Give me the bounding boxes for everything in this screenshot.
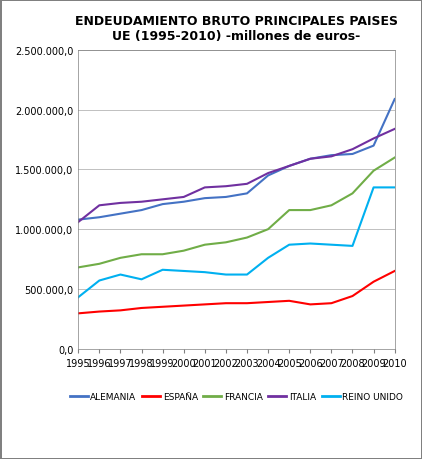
FRANCIA [76, 265, 81, 270]
FRANCIA [223, 240, 228, 246]
ESPAÑA [97, 309, 102, 314]
ITALIA [139, 200, 144, 205]
FRANCIA [329, 203, 334, 208]
REINO UNIDO [392, 185, 397, 191]
Line: FRANCIA: FRANCIA [78, 158, 395, 268]
ITALIA [371, 136, 376, 142]
ITALIA [97, 203, 102, 208]
Line: ESPAÑA: ESPAÑA [78, 271, 395, 313]
ITALIA [160, 197, 165, 203]
ITALIA [308, 157, 313, 162]
Title: ENDEUDAMIENTO BRUTO PRINCIPALES PAISES
UE (1995-2010) -millones de euros-: ENDEUDAMIENTO BRUTO PRINCIPALES PAISES U… [75, 15, 398, 43]
ESPAÑA [308, 302, 313, 308]
ITALIA [265, 171, 271, 176]
ESPAÑA [160, 304, 165, 310]
ESPAÑA [265, 300, 271, 305]
Line: ITALIA: ITALIA [78, 129, 395, 223]
ESPAÑA [76, 311, 81, 316]
ITALIA [202, 185, 207, 191]
ALEMANIA [223, 195, 228, 200]
REINO UNIDO [160, 268, 165, 273]
ITALIA [118, 201, 123, 206]
FRANCIA [244, 235, 249, 241]
REINO UNIDO [181, 269, 186, 274]
ALEMANIA [202, 196, 207, 202]
Legend: ALEMANIA, ESPAÑA, FRANCIA, ITALIA, REINO UNIDO: ALEMANIA, ESPAÑA, FRANCIA, ITALIA, REINO… [66, 389, 407, 405]
ALEMANIA [139, 208, 144, 213]
ITALIA [350, 147, 355, 153]
FRANCIA [308, 208, 313, 213]
ALEMANIA [329, 153, 334, 158]
Line: ALEMANIA: ALEMANIA [78, 100, 395, 220]
ALEMANIA [244, 191, 249, 197]
REINO UNIDO [202, 270, 207, 275]
FRANCIA [202, 242, 207, 248]
ALEMANIA [181, 200, 186, 205]
REINO UNIDO [350, 244, 355, 249]
REINO UNIDO [265, 256, 271, 261]
ALEMANIA [160, 202, 165, 207]
REINO UNIDO [371, 185, 376, 191]
ESPAÑA [139, 306, 144, 311]
ITALIA [329, 154, 334, 160]
FRANCIA [392, 156, 397, 161]
ALEMANIA [265, 174, 271, 179]
ALEMANIA [97, 215, 102, 220]
FRANCIA [118, 256, 123, 261]
FRANCIA [160, 252, 165, 257]
FRANCIA [181, 248, 186, 254]
ESPAÑA [329, 301, 334, 306]
REINO UNIDO [139, 277, 144, 282]
ALEMANIA [118, 212, 123, 217]
ESPAÑA [202, 302, 207, 308]
ESPAÑA [223, 301, 228, 306]
FRANCIA [350, 191, 355, 197]
ALEMANIA [76, 218, 81, 223]
FRANCIA [371, 168, 376, 174]
REINO UNIDO [244, 272, 249, 278]
ESPAÑA [371, 280, 376, 285]
ITALIA [76, 220, 81, 225]
FRANCIA [97, 262, 102, 267]
REINO UNIDO [329, 242, 334, 248]
REINO UNIDO [223, 272, 228, 278]
ESPAÑA [118, 308, 123, 313]
ITALIA [392, 127, 397, 132]
ALEMANIA [392, 97, 397, 103]
ESPAÑA [287, 298, 292, 304]
Line: REINO UNIDO: REINO UNIDO [78, 188, 395, 297]
ALEMANIA [287, 164, 292, 169]
FRANCIA [139, 252, 144, 257]
REINO UNIDO [97, 278, 102, 284]
ESPAÑA [350, 294, 355, 299]
FRANCIA [265, 227, 271, 232]
ALEMANIA [371, 144, 376, 149]
ESPAÑA [244, 301, 249, 306]
ESPAÑA [392, 269, 397, 274]
ITALIA [244, 182, 249, 187]
REINO UNIDO [118, 272, 123, 278]
REINO UNIDO [76, 295, 81, 300]
ITALIA [181, 195, 186, 200]
ITALIA [223, 184, 228, 190]
ALEMANIA [308, 157, 313, 162]
REINO UNIDO [287, 242, 292, 248]
ITALIA [287, 164, 292, 169]
ALEMANIA [350, 152, 355, 157]
FRANCIA [287, 208, 292, 213]
ESPAÑA [181, 303, 186, 308]
REINO UNIDO [308, 241, 313, 247]
